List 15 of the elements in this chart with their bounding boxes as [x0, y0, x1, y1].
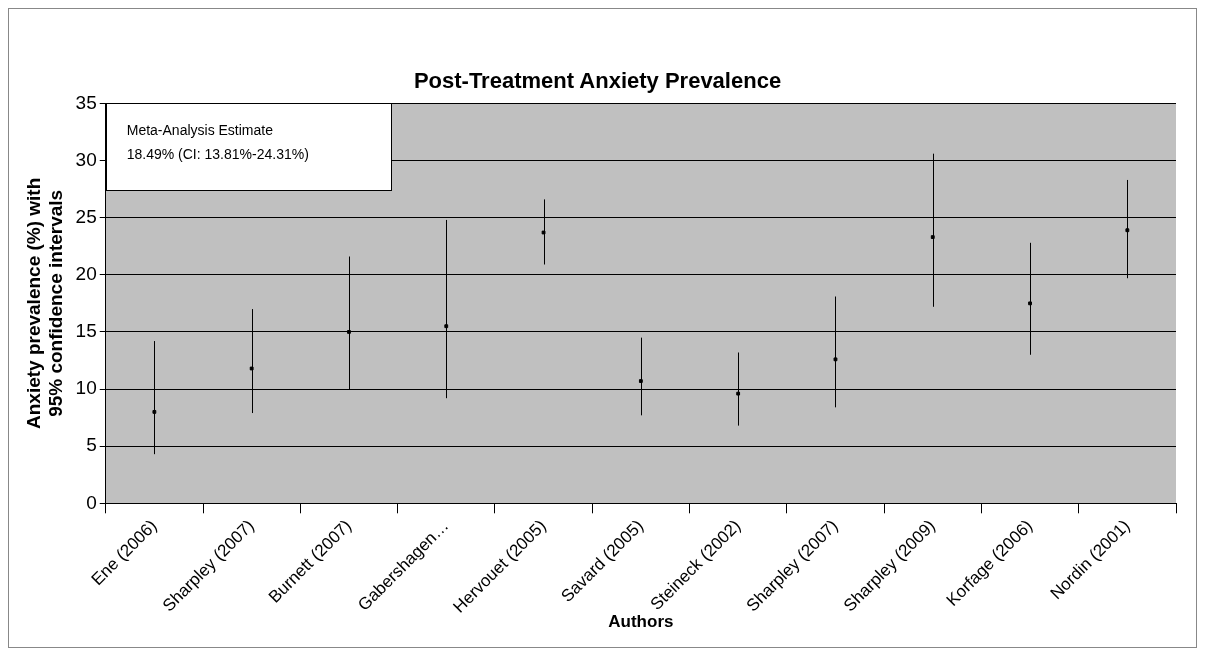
- note-box: Meta-Analysis Estimate 18.49% (CI: 13.81%-24.31%): [105, 103, 392, 192]
- chart-title: Post-Treatment Anxiety Prevalence: [413, 68, 782, 94]
- point: [249, 366, 254, 371]
- y-tick-label: 15: [75, 320, 97, 342]
- y-tick-label: 20: [75, 263, 97, 285]
- y-tick-label: 30: [75, 148, 97, 170]
- y-axis-title: Anxiety prevalence (%) with 95% confidence intervals: [22, 177, 67, 429]
- x-axis-title: Authors: [608, 612, 674, 632]
- y-tick-label: 35: [75, 91, 97, 113]
- y-tick-label: 25: [75, 205, 97, 227]
- y-tick-label: 5: [86, 434, 97, 456]
- y-tick-label: 10: [75, 377, 97, 399]
- point: [541, 230, 546, 235]
- point: [833, 357, 838, 362]
- y-tick-label: 0: [86, 491, 97, 513]
